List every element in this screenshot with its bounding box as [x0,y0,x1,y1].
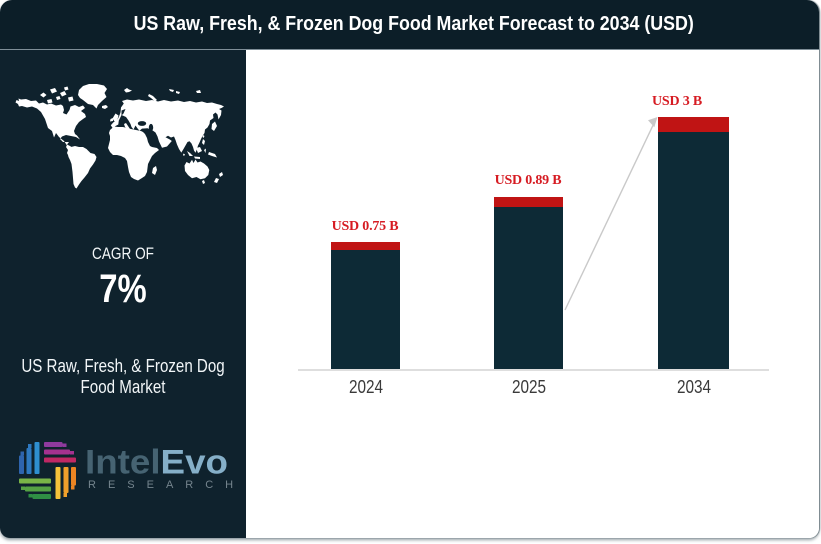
svg-text:RESEARCH: RESEARCH [88,479,234,491]
